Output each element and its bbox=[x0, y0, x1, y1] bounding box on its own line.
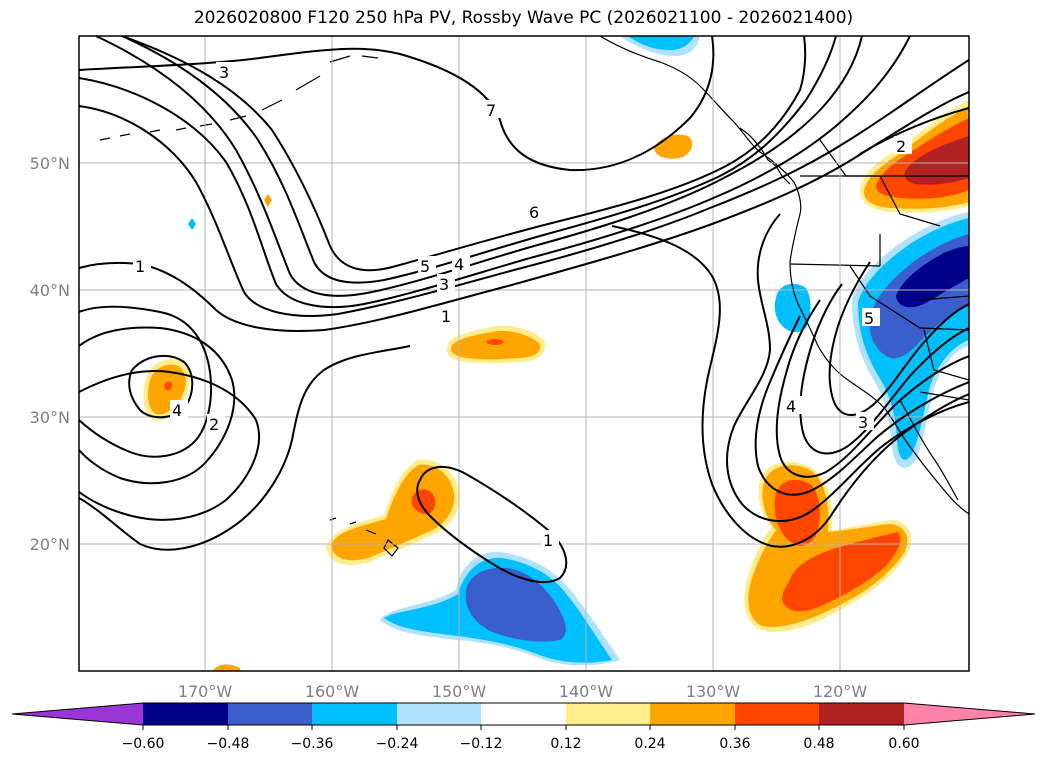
colorbar-cell-8 bbox=[735, 703, 819, 725]
colorbar-cell-3 bbox=[312, 703, 397, 725]
colorbar-cell-0 bbox=[12, 703, 143, 725]
colorbar-cell-2 bbox=[228, 703, 312, 725]
pv-contour-4 bbox=[95, 36, 863, 297]
lon-label-140w: 140°W bbox=[559, 682, 614, 701]
colorbar-label-7: 0.36 bbox=[719, 736, 750, 752]
pv-contour-1-right bbox=[859, 107, 969, 155]
anomaly-positive-northeast-core bbox=[904, 136, 969, 185]
pv-contour-1-upper bbox=[79, 91, 969, 333]
contour-label-1-west: 1 bbox=[135, 257, 145, 276]
contour-label-4-trough: 4 bbox=[786, 397, 796, 416]
colorbar-cell-4 bbox=[397, 703, 481, 725]
lat-label-40: 40°N bbox=[30, 281, 70, 300]
lon-label-160w: 160°W bbox=[305, 682, 360, 701]
lon-label-150w: 150°W bbox=[432, 682, 487, 701]
colorbar-label-8: 0.48 bbox=[803, 736, 834, 752]
colorbar-cell-1 bbox=[143, 703, 228, 725]
pv-contour-hawaii-loop bbox=[416, 465, 568, 583]
lon-label-120w: 120°W bbox=[813, 682, 868, 701]
pv-contour-trough-1 bbox=[726, 213, 969, 522]
colorbar-label-5: 0.12 bbox=[550, 736, 581, 752]
pv-contours bbox=[79, 36, 969, 583]
colorbar-cell-9 bbox=[819, 703, 904, 725]
lon-label-130w: 130°W bbox=[686, 682, 741, 701]
anomaly-positive-small-1 bbox=[264, 194, 272, 207]
anomaly-negative-north bbox=[628, 36, 694, 50]
contour-label-2-northeast: 2 bbox=[896, 137, 906, 156]
lat-label-30: 30°N bbox=[30, 408, 70, 427]
colorbar-cell-5 bbox=[481, 703, 566, 725]
colorbar-cell-6 bbox=[566, 703, 650, 725]
pv-contour-west-loop-4 bbox=[79, 345, 411, 551]
pv-contour-5 bbox=[121, 36, 837, 284]
border-states bbox=[789, 139, 969, 401]
lon-label-170w: 170°W bbox=[178, 682, 233, 701]
colorbar-tick-labels: −0.60 −0.48 −0.36 −0.24 −0.12 0.12 0.24 … bbox=[122, 736, 920, 752]
colorbar bbox=[12, 703, 1035, 725]
pv-contour-trough-5 bbox=[828, 261, 969, 416]
anomaly-negative-tropics-core bbox=[465, 567, 566, 642]
coastline-alaska bbox=[599, 36, 802, 215]
colorbar-label-6: 0.24 bbox=[634, 736, 665, 752]
latitude-labels: 50°N 40°N 30°N 20°N bbox=[30, 154, 70, 554]
anomaly-positive-west-core bbox=[164, 381, 172, 391]
anomaly-negative-small-1 bbox=[188, 218, 196, 230]
contour-labels: 3 7 6 5 4 3 1 1 4 2 2 1 4 5 3 bbox=[133, 62, 912, 550]
colorbar-cell-10 bbox=[904, 703, 1035, 725]
map-frame bbox=[78, 35, 970, 672]
contour-label-3-trough: 3 bbox=[858, 413, 868, 432]
chart-title: 2026020800 F120 250 hPa PV, Rossby Wave … bbox=[193, 8, 854, 28]
longitude-labels: 170°W 160°W 150°W 140°W 130°W 120°W bbox=[178, 682, 868, 701]
pv-contour-trough-4 bbox=[799, 283, 969, 455]
coastline-baja bbox=[899, 399, 959, 501]
contour-label-7: 7 bbox=[486, 101, 496, 120]
contour-label-4-west: 4 bbox=[172, 401, 182, 420]
colorbar-label-3: −0.24 bbox=[376, 736, 419, 752]
contour-label-2-west: 2 bbox=[209, 415, 219, 434]
coastlines bbox=[99, 36, 969, 557]
anomaly-positive-central-core bbox=[486, 339, 504, 345]
colorbar-label-1: −0.48 bbox=[207, 736, 250, 752]
lat-label-20: 20°N bbox=[30, 535, 70, 554]
contour-label-3: 3 bbox=[439, 275, 449, 294]
colorbar-ticks bbox=[142, 725, 905, 730]
pv-contour-west-loop-3 bbox=[79, 370, 261, 521]
contour-label-1-hawaii: 1 bbox=[543, 531, 553, 550]
pv-contour-west-loop-2 bbox=[79, 326, 236, 485]
anomaly-positive-small-2 bbox=[212, 664, 240, 671]
pv-contour-6 bbox=[121, 36, 807, 272]
anomaly-positive-southeast-mid bbox=[774, 479, 901, 612]
coastline-aleutians bbox=[99, 55, 379, 141]
coastline-hawaii bbox=[329, 517, 399, 557]
contour-label-4: 4 bbox=[454, 255, 464, 274]
contour-label-5: 5 bbox=[420, 257, 430, 276]
contour-label-6: 6 bbox=[529, 203, 539, 222]
anomaly-positive-central bbox=[450, 330, 541, 360]
colorbar-label-2: −0.36 bbox=[291, 736, 334, 752]
colorbar-cell-7 bbox=[650, 703, 735, 725]
pv-contour-2 bbox=[79, 59, 969, 317]
coastline-us-west bbox=[789, 213, 969, 515]
lat-label-50: 50°N bbox=[30, 154, 70, 173]
anomaly-negative-offshore bbox=[774, 283, 811, 333]
contour-label-3-north: 3 bbox=[219, 63, 229, 82]
colorbar-label-4: −0.12 bbox=[460, 736, 503, 752]
anomaly-negative-california-core bbox=[896, 246, 969, 308]
colorbar-label-9: 0.60 bbox=[888, 736, 919, 752]
contour-label-1: 1 bbox=[441, 307, 451, 326]
anomaly-positive-hawaii bbox=[331, 464, 455, 561]
pv-contour-trough-outer bbox=[611, 225, 969, 548]
pv-contour-west-loop-outer bbox=[79, 305, 212, 458]
pv-contour-trough-3 bbox=[775, 299, 969, 478]
contour-label-5-trough: 5 bbox=[864, 309, 874, 328]
colorbar-label-0: −0.60 bbox=[122, 736, 165, 752]
pv-contour-trough-2 bbox=[754, 315, 969, 496]
